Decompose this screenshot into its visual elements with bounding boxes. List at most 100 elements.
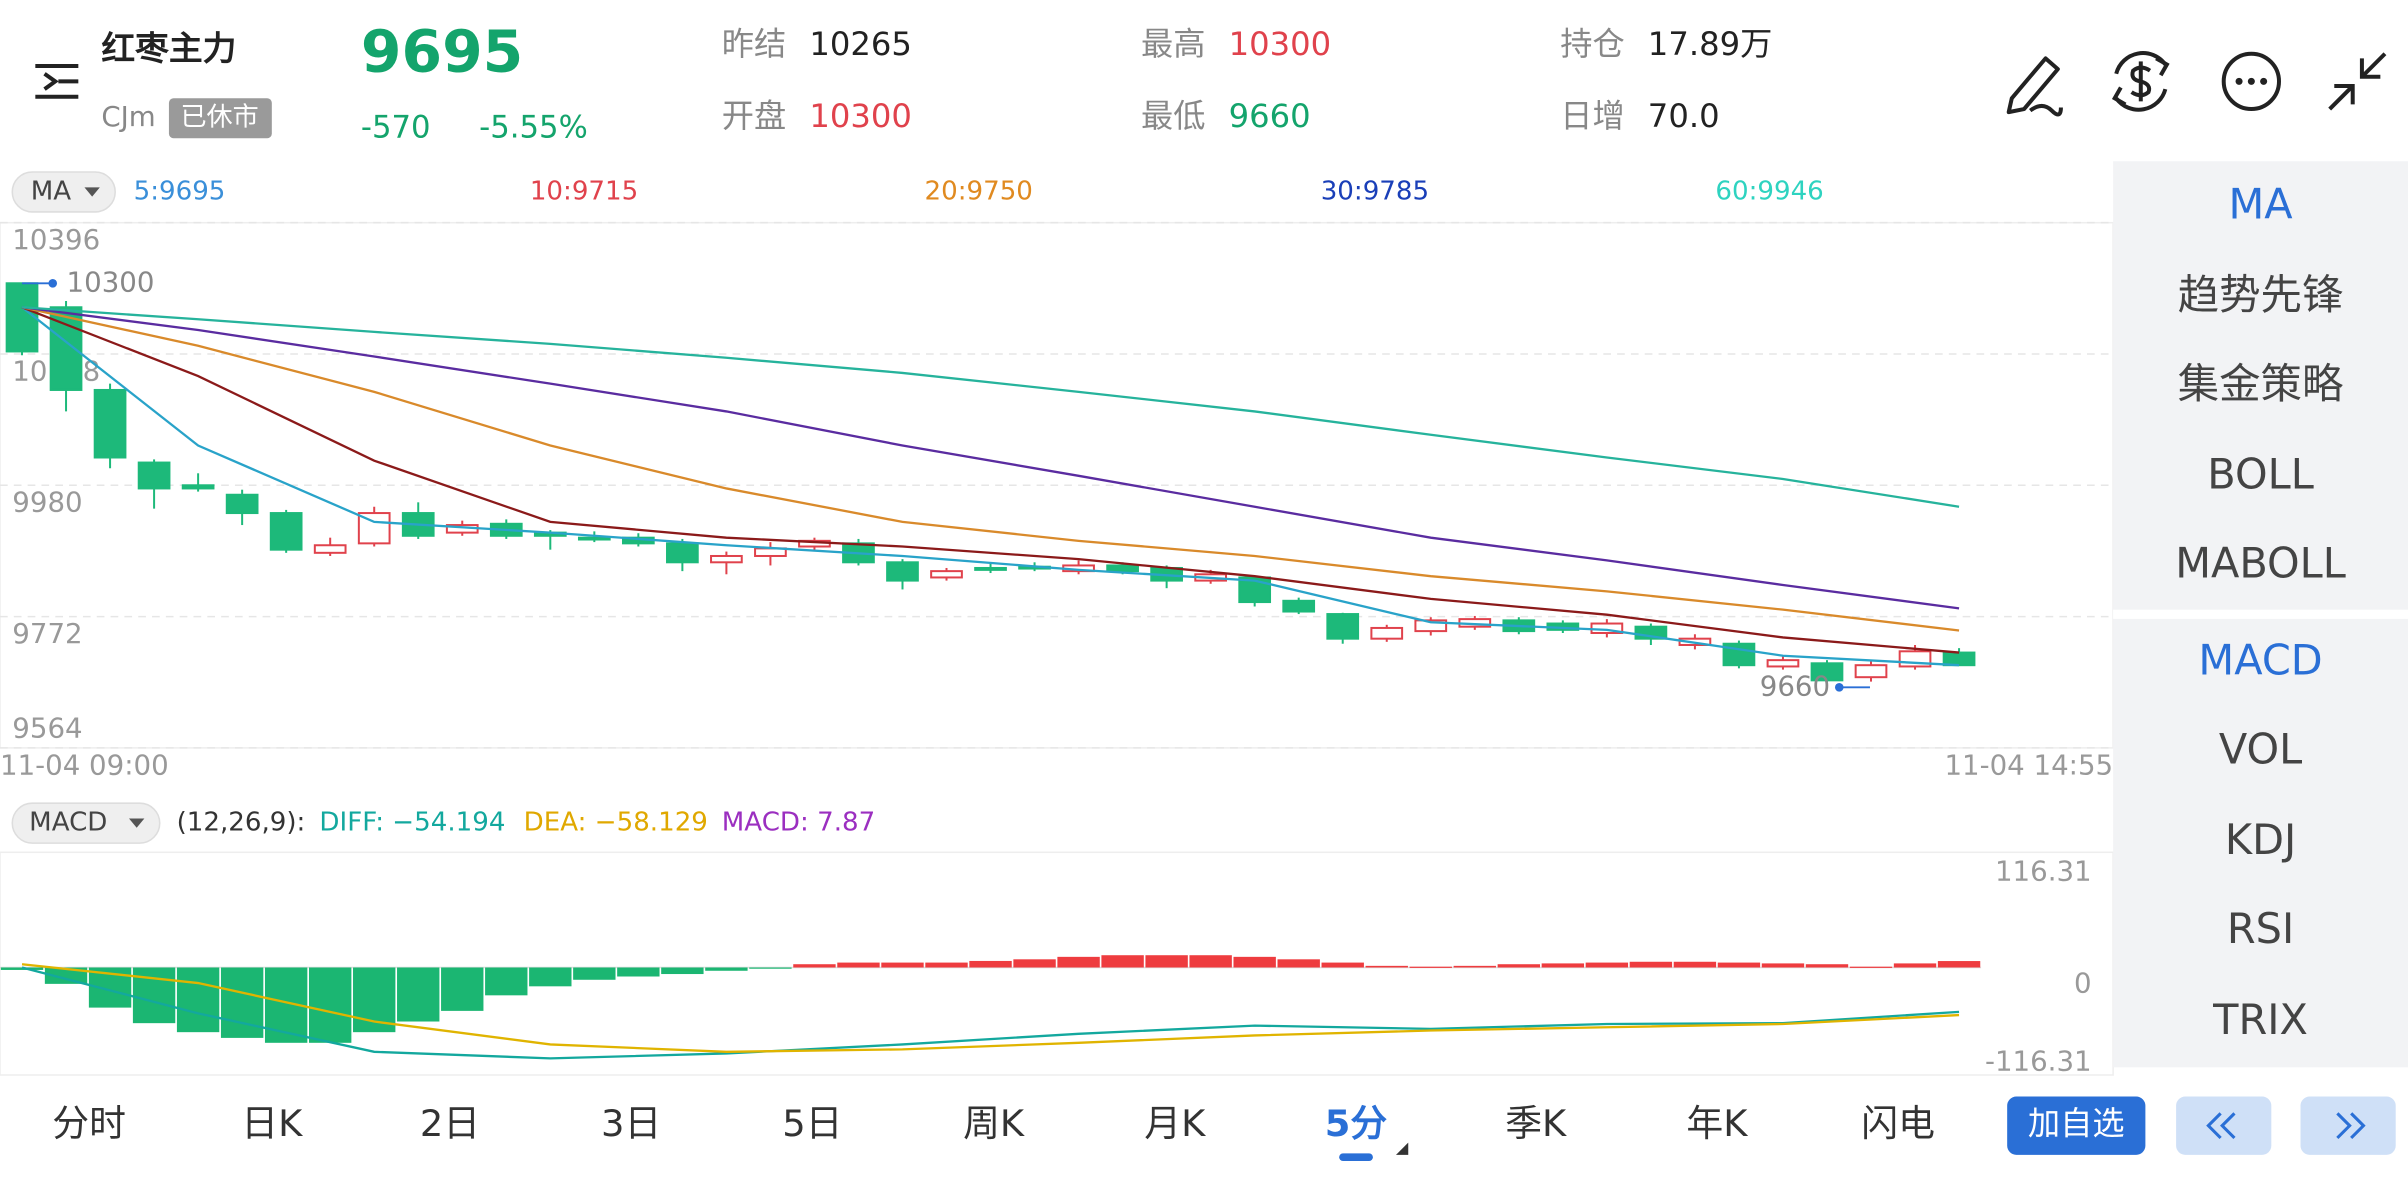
macd-bar (1321, 962, 1364, 968)
add-button-text: 加自选 (2028, 1105, 2125, 1143)
indicator-select[interactable] (11, 171, 116, 213)
macd-bar (837, 962, 880, 968)
candle-body (225, 493, 259, 515)
macd-bar (1453, 965, 1496, 968)
next-icon (2336, 1112, 2366, 1140)
side-menu-item[interactable]: MABOLL (2175, 540, 2346, 588)
stat-label: 昨结 (722, 25, 786, 63)
period-tab[interactable]: 5日 (782, 1102, 842, 1145)
period-tab[interactable]: 分时 (52, 1102, 126, 1145)
side-menu-item[interactable]: TRIX (2212, 996, 2308, 1044)
macd-bar (705, 967, 748, 971)
currency-icon[interactable] (2111, 51, 2170, 112)
price-change: -570 (361, 109, 431, 145)
macd-bar (441, 967, 484, 1011)
draw-icon[interactable] (2006, 56, 2063, 117)
macd-bar (969, 960, 1012, 968)
stat-value: 70.0 (1648, 97, 1720, 135)
ma-legend: 20:9750 (925, 176, 1033, 206)
macd-bar (573, 967, 616, 980)
macd-select[interactable] (11, 802, 161, 844)
max-mark-dot (48, 278, 58, 288)
macd-bar (661, 967, 704, 975)
period-tab[interactable]: 闪电 (1861, 1102, 1935, 1145)
side-menu-item[interactable]: KDJ (2225, 816, 2296, 864)
stat-label: 最低 (1141, 97, 1205, 135)
stat-label: 持仓 (1560, 25, 1624, 63)
macd-bar (1145, 955, 1188, 968)
macd-bar (1893, 963, 1937, 968)
stat-value: 9660 (1229, 97, 1311, 135)
y-tick-label: 9980 (12, 486, 82, 519)
candle-body (577, 536, 611, 541)
stat-value: 10265 (809, 25, 912, 63)
candle-body (313, 544, 347, 554)
macd-bar (1805, 964, 1849, 968)
period-tab[interactable]: 3日 (601, 1102, 661, 1145)
period-tab[interactable]: 5分 (1325, 1102, 1388, 1145)
side-menu-item[interactable]: MA (2229, 180, 2294, 228)
min-mark-dot (1834, 682, 1844, 692)
candle-body (1942, 651, 1976, 667)
ma-legend: 10:9715 (530, 176, 638, 206)
macd-bar (1233, 956, 1276, 968)
candle-body (137, 461, 171, 490)
macd-bar (1849, 966, 1893, 968)
candle-body (1854, 664, 1888, 679)
period-tab[interactable]: 2日 (420, 1102, 480, 1145)
period-tab[interactable]: 周K (963, 1102, 1025, 1145)
stat-label: 开盘 (722, 97, 786, 135)
candle-body (1766, 659, 1800, 668)
macd-tick-label: 0 (2074, 966, 2092, 999)
side-menu-item[interactable]: 趋势先锋 (2178, 271, 2344, 319)
macd-bar (44, 967, 88, 984)
tab-underline (1339, 1153, 1373, 1161)
candle-body (93, 388, 127, 459)
ma-line (21, 306, 1960, 667)
macd-bar (308, 967, 352, 1043)
candle-body (1106, 564, 1139, 573)
macd-bar (1409, 966, 1452, 968)
candle-body (1326, 613, 1360, 640)
macd-legend: MACD: 7.87 (722, 808, 875, 838)
macd-legend: DIFF: −54.194 (319, 808, 505, 838)
candle-body (666, 542, 699, 564)
menu-icon[interactable] (35, 64, 79, 99)
y-tick-label: 9564 (12, 711, 82, 744)
candle-body (1282, 599, 1316, 613)
side-menu-item[interactable]: VOL (2219, 725, 2302, 773)
macd-bar (1673, 961, 1717, 968)
macd-bar (1057, 956, 1100, 968)
macd-bar (1101, 955, 1144, 968)
dropdown-caret (84, 187, 100, 197)
candle-body (1414, 619, 1448, 633)
macd-tick-label: 116.31 (1995, 854, 2092, 887)
side-menu-item[interactable]: 集金策略 (2178, 360, 2344, 408)
candle-body (974, 566, 1007, 571)
macd-bar (397, 967, 440, 1022)
collapse-icon[interactable] (2328, 52, 2387, 111)
side-menu-item[interactable]: MACD (2198, 636, 2322, 684)
macd-bar (881, 962, 924, 968)
ma-line (21, 306, 1960, 610)
macd-bar (617, 967, 660, 977)
instrument-name: 红枣主力 (101, 29, 236, 68)
period-tab[interactable]: 季K (1505, 1102, 1567, 1145)
side-menu-item[interactable]: RSI (2227, 905, 2294, 953)
more-icon[interactable] (2221, 51, 2281, 112)
side-divider (2113, 609, 2408, 619)
indicator-name: MA (31, 176, 72, 206)
add-button[interactable] (2007, 1096, 2146, 1155)
period-tab[interactable]: 日K (241, 1102, 303, 1145)
candle-body (1370, 626, 1404, 640)
dea-line (21, 963, 1960, 1053)
period-tab[interactable]: 月K (1144, 1102, 1206, 1145)
period-tab[interactable]: 年K (1686, 1102, 1748, 1145)
side-menu-item[interactable]: BOLL (2207, 451, 2314, 499)
candle-body (886, 561, 919, 582)
status-badge (168, 98, 272, 139)
time-label: 11-04 14:55 (1944, 748, 2113, 781)
instrument-code: CJm (101, 100, 155, 133)
